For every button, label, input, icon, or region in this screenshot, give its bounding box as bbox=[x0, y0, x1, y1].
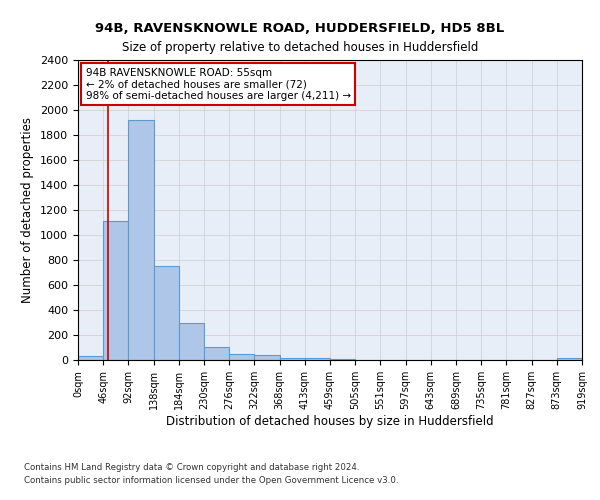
Text: 94B RAVENSKNOWLE ROAD: 55sqm
← 2% of detached houses are smaller (72)
98% of sem: 94B RAVENSKNOWLE ROAD: 55sqm ← 2% of det… bbox=[86, 68, 350, 100]
Text: Contains public sector information licensed under the Open Government Licence v3: Contains public sector information licen… bbox=[24, 476, 398, 485]
Bar bbox=[128, 120, 154, 360]
Bar bbox=[78, 356, 103, 360]
Y-axis label: Number of detached properties: Number of detached properties bbox=[22, 117, 34, 303]
Bar bbox=[557, 358, 582, 360]
Bar bbox=[280, 358, 305, 360]
Bar bbox=[305, 358, 330, 360]
Text: Size of property relative to detached houses in Huddersfield: Size of property relative to detached ho… bbox=[122, 41, 478, 54]
Text: Contains HM Land Registry data © Crown copyright and database right 2024.: Contains HM Land Registry data © Crown c… bbox=[24, 464, 359, 472]
Bar bbox=[103, 221, 128, 360]
Bar bbox=[229, 354, 254, 360]
Bar bbox=[154, 266, 179, 360]
Bar bbox=[179, 322, 204, 360]
Bar bbox=[254, 355, 280, 360]
Bar bbox=[204, 347, 229, 360]
X-axis label: Distribution of detached houses by size in Huddersfield: Distribution of detached houses by size … bbox=[166, 414, 494, 428]
Text: 94B, RAVENSKNOWLE ROAD, HUDDERSFIELD, HD5 8BL: 94B, RAVENSKNOWLE ROAD, HUDDERSFIELD, HD… bbox=[95, 22, 505, 36]
